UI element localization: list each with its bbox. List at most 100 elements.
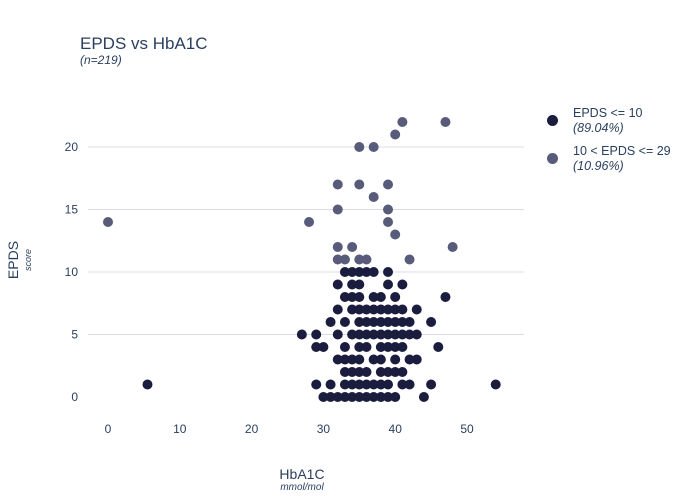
data-point-low-epds[interactable] [354, 367, 365, 377]
data-point-low-epds[interactable] [375, 367, 386, 377]
data-point-low-epds[interactable] [433, 342, 444, 352]
data-point-high-epds[interactable] [354, 254, 365, 265]
data-point-low-epds[interactable] [397, 379, 408, 390]
data-point-low-epds[interactable] [339, 367, 350, 377]
data-point-low-epds[interactable] [347, 304, 358, 315]
data-point-low-epds[interactable] [390, 354, 401, 365]
legend-item-low-epds[interactable]: EPDS <= 10 (89.04%) [546, 106, 671, 136]
data-point-low-epds[interactable] [354, 317, 365, 327]
data-point-low-epds[interactable] [383, 379, 394, 390]
data-point-low-epds[interactable] [383, 329, 394, 340]
data-point-high-epds[interactable] [390, 229, 401, 240]
data-point-high-epds[interactable] [397, 117, 408, 127]
data-point-low-epds[interactable] [440, 292, 451, 302]
data-point-low-epds[interactable] [426, 379, 437, 390]
data-point-high-epds[interactable] [390, 129, 401, 140]
data-point-low-epds[interactable] [361, 379, 372, 390]
data-point-low-epds[interactable] [375, 354, 386, 365]
data-point-low-epds[interactable] [142, 379, 153, 390]
data-point-high-epds[interactable] [383, 217, 394, 227]
data-point-low-epds[interactable] [347, 392, 358, 402]
data-point-low-epds[interactable] [361, 329, 372, 340]
data-point-low-epds[interactable] [332, 329, 343, 340]
data-point-high-epds[interactable] [383, 179, 394, 190]
data-point-low-epds[interactable] [361, 317, 372, 327]
data-point-low-epds[interactable] [390, 317, 401, 327]
data-point-low-epds[interactable] [390, 342, 401, 352]
data-point-high-epds[interactable] [332, 179, 343, 190]
data-point-low-epds[interactable] [368, 354, 379, 365]
data-point-low-epds[interactable] [375, 392, 386, 402]
data-point-low-epds[interactable] [375, 304, 386, 315]
data-point-high-epds[interactable] [354, 179, 365, 190]
data-point-low-epds[interactable] [383, 342, 394, 352]
data-point-low-epds[interactable] [354, 392, 365, 402]
data-point-low-epds[interactable] [361, 342, 372, 352]
data-point-low-epds[interactable] [332, 304, 343, 315]
data-point-low-epds[interactable] [354, 379, 365, 390]
data-point-low-epds[interactable] [296, 329, 307, 340]
data-point-low-epds[interactable] [383, 304, 394, 315]
data-point-low-epds[interactable] [390, 329, 401, 340]
data-point-low-epds[interactable] [354, 267, 365, 277]
data-point-low-epds[interactable] [332, 354, 343, 365]
data-point-low-epds[interactable] [368, 292, 379, 302]
data-point-low-epds[interactable] [347, 329, 358, 340]
data-point-low-epds[interactable] [404, 317, 415, 327]
data-point-low-epds[interactable] [411, 304, 422, 315]
data-point-low-epds[interactable] [397, 304, 408, 315]
data-point-low-epds[interactable] [361, 392, 372, 402]
data-point-high-epds[interactable] [339, 254, 350, 265]
data-point-low-epds[interactable] [390, 392, 401, 402]
data-point-high-epds[interactable] [332, 204, 343, 215]
data-point-low-epds[interactable] [354, 354, 365, 365]
legend-item-high-epds[interactable]: 10 < EPDS <= 29 (10.96%) [546, 144, 671, 174]
data-point-high-epds[interactable] [368, 142, 379, 152]
data-point-low-epds[interactable] [368, 317, 379, 327]
data-point-low-epds[interactable] [397, 279, 408, 290]
data-point-low-epds[interactable] [354, 304, 365, 315]
data-point-low-epds[interactable] [347, 279, 358, 290]
data-point-low-epds[interactable] [397, 367, 408, 377]
data-point-low-epds[interactable] [325, 379, 336, 390]
data-point-low-epds[interactable] [397, 317, 408, 327]
data-point-low-epds[interactable] [361, 304, 372, 315]
data-point-high-epds[interactable] [404, 254, 415, 265]
data-point-low-epds[interactable] [383, 367, 394, 377]
data-point-low-epds[interactable] [339, 392, 350, 402]
data-point-low-epds[interactable] [347, 379, 358, 390]
data-point-low-epds[interactable] [375, 342, 386, 352]
data-point-low-epds[interactable] [339, 379, 350, 390]
data-point-high-epds[interactable] [383, 204, 394, 215]
data-point-low-epds[interactable] [390, 292, 401, 302]
data-point-low-epds[interactable] [339, 342, 350, 352]
data-point-high-epds[interactable] [440, 117, 451, 127]
data-point-low-epds[interactable] [368, 304, 379, 315]
data-point-low-epds[interactable] [339, 317, 350, 327]
data-point-low-epds[interactable] [354, 292, 365, 302]
data-point-low-epds[interactable] [397, 342, 408, 352]
data-point-low-epds[interactable] [347, 267, 358, 277]
data-point-low-epds[interactable] [375, 379, 386, 390]
data-point-low-epds[interactable] [383, 279, 394, 290]
data-point-high-epds[interactable] [354, 142, 365, 152]
data-point-low-epds[interactable] [368, 267, 379, 277]
data-point-low-epds[interactable] [325, 317, 336, 327]
data-point-high-epds[interactable] [368, 192, 379, 202]
data-point-high-epds[interactable] [332, 242, 343, 252]
data-point-low-epds[interactable] [426, 317, 437, 327]
data-point-high-epds[interactable] [447, 242, 458, 252]
data-point-low-epds[interactable] [361, 267, 372, 277]
data-point-low-epds[interactable] [404, 354, 415, 365]
data-point-high-epds[interactable] [304, 217, 315, 227]
data-point-low-epds[interactable] [390, 304, 401, 315]
data-point-low-epds[interactable] [311, 342, 322, 352]
data-point-low-epds[interactable] [361, 367, 372, 377]
data-point-low-epds[interactable] [325, 392, 336, 402]
data-point-low-epds[interactable] [311, 379, 322, 390]
data-point-low-epds[interactable] [390, 367, 401, 377]
data-point-low-epds[interactable] [347, 367, 358, 377]
data-point-low-epds[interactable] [418, 392, 429, 402]
data-point-low-epds[interactable] [332, 279, 343, 290]
data-point-low-epds[interactable] [490, 379, 501, 390]
